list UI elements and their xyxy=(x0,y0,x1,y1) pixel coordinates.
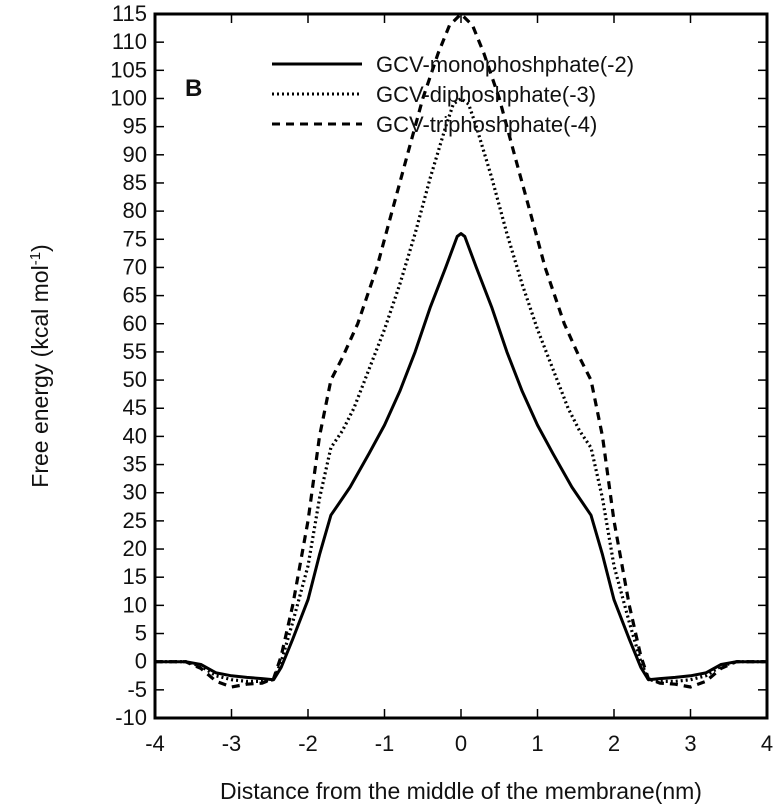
legend-label-2: GCV-diphoshphate(-3) xyxy=(376,82,596,107)
series-line-3 xyxy=(155,12,767,689)
y-tick-label: 35 xyxy=(123,452,147,477)
y-tick-label: 10 xyxy=(123,592,147,617)
y-tick-label: 30 xyxy=(123,480,147,505)
y-tick-label: 110 xyxy=(112,29,147,54)
y-tick-label: 105 xyxy=(110,57,147,82)
legend: GCV-monophoshphate(-2) GCV-diphoshphate(-… xyxy=(272,52,634,137)
y-tick-label: 100 xyxy=(110,85,147,110)
y-tick-label: 85 xyxy=(123,170,147,195)
y-tick-label: 0 xyxy=(135,649,147,674)
x-tick-label: -1 xyxy=(375,731,395,756)
x-tick-label: 4 xyxy=(761,731,773,756)
x-tick-label: -2 xyxy=(298,731,318,756)
x-tick-label: 2 xyxy=(608,731,620,756)
y-tick-label: 80 xyxy=(123,198,147,223)
y-tick-label: 55 xyxy=(123,339,147,364)
x-tick-label: -3 xyxy=(222,731,242,756)
panel-label: B xyxy=(185,75,202,102)
y-tick-label: -5 xyxy=(127,677,147,702)
y-tick-label: 60 xyxy=(123,311,147,336)
x-tick-label: 0 xyxy=(455,731,467,756)
y-tick-label: 5 xyxy=(135,621,147,646)
legend-label-1: GCV-monophoshphate(-2) xyxy=(376,52,634,77)
y-tick-label: 90 xyxy=(123,142,147,167)
legend-label-3: GCV-triphoshphate(-4) xyxy=(376,112,597,137)
y-tick-label: 50 xyxy=(123,367,147,392)
y-tick-label: -10 xyxy=(115,705,147,730)
axis-ticks: -10-505101520253035404550556065707580859… xyxy=(110,1,773,756)
series-lines xyxy=(155,12,767,689)
y-tick-label: 115 xyxy=(112,1,147,26)
series-line-1 xyxy=(155,232,767,682)
x-axis-title: Distance from the middle of the membrane… xyxy=(220,778,702,804)
y-axis-title-end: ) xyxy=(27,244,53,252)
y-tick-label: 25 xyxy=(123,508,147,533)
x-tick-label: 1 xyxy=(531,731,543,756)
y-tick-label: 75 xyxy=(123,226,147,251)
y-tick-label: 95 xyxy=(123,114,147,139)
y-axis-title-superscript: -1 xyxy=(27,252,44,265)
y-axis-title: Free energy (kcal mol-1) xyxy=(27,244,54,487)
y-tick-label: 45 xyxy=(123,395,147,420)
y-axis-title-main: Free energy (kcal mol xyxy=(27,265,53,487)
x-tick-label: -4 xyxy=(145,731,165,756)
plot-frame xyxy=(153,12,769,720)
y-tick-label: 70 xyxy=(123,254,147,279)
series-line-2 xyxy=(155,96,767,684)
y-tick-label: 40 xyxy=(123,423,147,448)
y-tick-label: 65 xyxy=(123,283,147,308)
y-tick-label: 20 xyxy=(123,536,147,561)
x-tick-label: 3 xyxy=(684,731,696,756)
y-tick-label: 15 xyxy=(123,564,147,589)
